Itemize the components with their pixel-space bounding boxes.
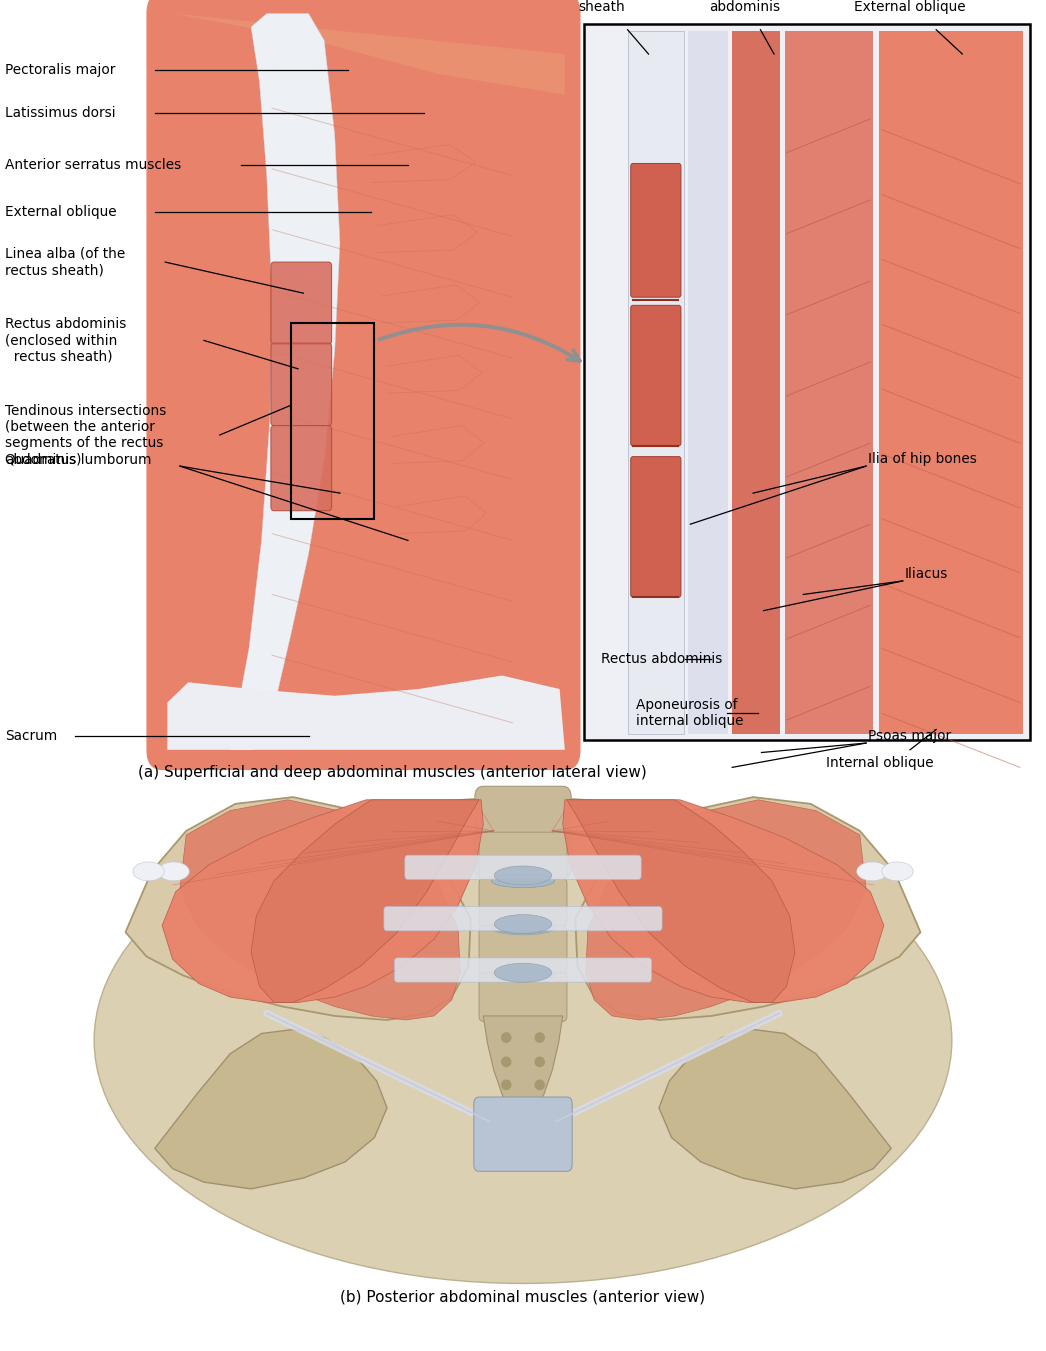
Ellipse shape	[501, 1056, 511, 1067]
Polygon shape	[575, 797, 920, 1020]
FancyBboxPatch shape	[146, 0, 581, 770]
FancyBboxPatch shape	[271, 262, 332, 345]
Text: Ilia of hip bones: Ilia of hip bones	[868, 453, 977, 466]
FancyBboxPatch shape	[631, 457, 681, 597]
Ellipse shape	[94, 797, 952, 1283]
Ellipse shape	[492, 969, 554, 982]
Text: Pectoralis major: Pectoralis major	[5, 63, 116, 77]
FancyBboxPatch shape	[631, 305, 681, 446]
Text: Rectus
sheath: Rectus sheath	[578, 0, 624, 14]
Text: Linea alba (of the
rectus sheath): Linea alba (of the rectus sheath)	[5, 247, 126, 277]
Text: Iliacus: Iliacus	[905, 567, 948, 581]
Ellipse shape	[535, 1032, 545, 1043]
Text: External oblique: External oblique	[5, 205, 117, 219]
Polygon shape	[483, 1016, 563, 1121]
Ellipse shape	[158, 862, 189, 881]
FancyBboxPatch shape	[271, 426, 332, 511]
Text: Tendinous intersections
(between the anterior
segments of the rectus
abdominis): Tendinous intersections (between the ant…	[5, 404, 166, 466]
Bar	[0, 0, 1046, 784]
Polygon shape	[180, 800, 460, 1020]
Ellipse shape	[535, 1056, 545, 1067]
Bar	[628, 31, 684, 734]
FancyBboxPatch shape	[475, 786, 571, 878]
Bar	[589, 31, 628, 734]
Polygon shape	[126, 797, 471, 1020]
Ellipse shape	[492, 874, 554, 888]
Polygon shape	[586, 800, 866, 1020]
Polygon shape	[377, 14, 570, 750]
Ellipse shape	[492, 920, 554, 934]
Polygon shape	[167, 676, 565, 750]
Bar	[732, 31, 780, 734]
Ellipse shape	[501, 1079, 511, 1090]
Text: Rectus abdominis: Rectus abdominis	[601, 653, 723, 666]
FancyBboxPatch shape	[384, 907, 662, 931]
Ellipse shape	[494, 963, 552, 982]
Bar	[291, 323, 374, 519]
Ellipse shape	[535, 1079, 545, 1090]
Text: (b) Posterior abdominal muscles (anterior view): (b) Posterior abdominal muscles (anterio…	[340, 1289, 706, 1305]
Polygon shape	[155, 1029, 387, 1189]
FancyBboxPatch shape	[474, 1097, 572, 1171]
FancyBboxPatch shape	[394, 958, 652, 982]
Ellipse shape	[494, 915, 552, 934]
Ellipse shape	[492, 921, 554, 935]
Bar	[879, 31, 1023, 734]
Text: Aponeurosis of
internal oblique: Aponeurosis of internal oblique	[636, 698, 744, 728]
FancyBboxPatch shape	[479, 925, 567, 974]
Polygon shape	[251, 800, 479, 1002]
FancyBboxPatch shape	[479, 832, 567, 881]
Text: Internal oblique: Internal oblique	[826, 757, 934, 770]
Polygon shape	[173, 14, 565, 95]
Polygon shape	[162, 800, 483, 1002]
Text: Latissimus dorsi: Latissimus dorsi	[5, 107, 116, 120]
Text: Rectus abdominis
(enclosed within
  rectus sheath): Rectus abdominis (enclosed within rectus…	[5, 317, 127, 363]
Text: Transversus
abdominis: Transversus abdominis	[704, 0, 786, 14]
Ellipse shape	[857, 862, 888, 881]
FancyBboxPatch shape	[271, 343, 332, 426]
Ellipse shape	[501, 1032, 511, 1043]
Polygon shape	[567, 800, 795, 1002]
Bar	[584, 24, 1030, 740]
Ellipse shape	[492, 874, 554, 888]
Bar	[688, 31, 728, 734]
Polygon shape	[563, 800, 884, 1002]
Ellipse shape	[882, 862, 913, 881]
Text: External oblique: External oblique	[855, 0, 965, 14]
Polygon shape	[230, 14, 340, 750]
Ellipse shape	[133, 862, 164, 881]
Text: (a) Superficial and deep abdominal muscles (anterior lateral view): (a) Superficial and deep abdominal muscl…	[138, 765, 646, 781]
FancyBboxPatch shape	[479, 878, 567, 927]
Text: Quadratus lumborum: Quadratus lumborum	[5, 453, 152, 466]
Text: Sacrum: Sacrum	[5, 730, 58, 743]
Bar	[784, 31, 873, 734]
Ellipse shape	[492, 967, 554, 981]
Text: Psoas major: Psoas major	[868, 730, 951, 743]
FancyBboxPatch shape	[405, 855, 641, 880]
FancyBboxPatch shape	[631, 163, 681, 297]
Polygon shape	[659, 1029, 891, 1189]
Ellipse shape	[494, 866, 552, 885]
Bar	[0, 784, 1046, 1351]
FancyBboxPatch shape	[479, 973, 567, 1021]
Text: Anterior serratus muscles: Anterior serratus muscles	[5, 158, 181, 172]
